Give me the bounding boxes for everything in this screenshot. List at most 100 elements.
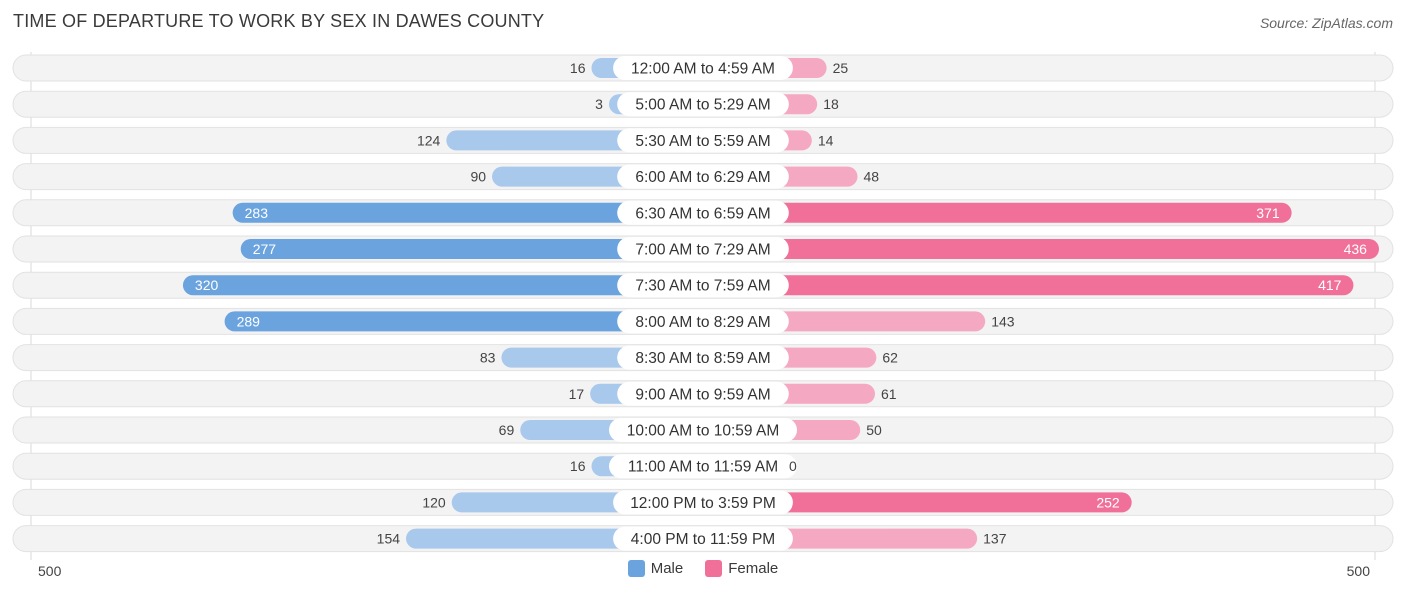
male-value-label: 124 — [417, 132, 441, 148]
legend-item-male[interactable]: Male — [627, 560, 684, 577]
legend-male-label: Male — [650, 560, 684, 577]
male-value-label: 283 — [245, 205, 269, 221]
female-value-label: 25 — [833, 60, 849, 76]
source-label: Source: ZipAtlas.com — [1259, 15, 1393, 31]
female-value-label: 62 — [882, 350, 898, 366]
category-label: 12:00 AM to 4:59 AM — [613, 56, 793, 80]
male-bar — [182, 275, 704, 296]
female-value-label: 50 — [866, 422, 882, 438]
category-label-text: 9:00 AM to 9:59 AM — [635, 386, 770, 403]
axis-left-label: 500 — [38, 563, 62, 579]
chart-row[interactable]: 12:00 PM to 3:59 PM 120 252 — [12, 488, 1394, 516]
male-value-label: 16 — [570, 458, 586, 474]
female-bar — [703, 202, 1292, 223]
chart-row[interactable]: 11:00 AM to 11:59 AM 16 0 — [12, 452, 1394, 480]
category-label-bg — [617, 128, 789, 153]
category-label: 7:00 AM to 7:29 AM — [617, 237, 789, 261]
category-label: 8:00 AM to 8:29 AM — [617, 309, 789, 334]
category-label-bg — [609, 454, 797, 479]
chart-row[interactable]: 7:00 AM to 7:29 AM 277 436 — [12, 235, 1394, 263]
male-bar — [232, 202, 703, 223]
category-label-bg — [617, 200, 789, 225]
male-value-label: 320 — [195, 277, 219, 293]
male-value-label: 289 — [237, 313, 261, 329]
category-label-bg — [617, 309, 789, 334]
axis-right-label: 500 — [1346, 563, 1370, 579]
male-value-label: 154 — [377, 531, 401, 547]
category-label: 5:30 AM to 5:59 AM — [617, 128, 789, 153]
female-value-label: 14 — [818, 132, 834, 148]
category-label-text: 5:30 AM to 5:59 AM — [635, 133, 770, 150]
category-label: 6:30 AM to 6:59 AM — [617, 200, 789, 225]
category-label-bg — [613, 56, 793, 80]
female-value-label: 137 — [983, 531, 1007, 547]
male-value-label: 3 — [595, 96, 603, 112]
female-bar — [703, 275, 1354, 296]
male-value-label: 16 — [570, 60, 586, 76]
category-label-bg — [617, 381, 789, 406]
category-label-text: 12:00 PM to 3:59 PM — [630, 495, 776, 512]
chart-row[interactable]: 7:30 AM to 7:59 AM 320 417 — [12, 271, 1394, 299]
category-label: 4:00 PM to 11:59 PM — [613, 526, 793, 551]
male-value-label: 277 — [253, 241, 277, 257]
category-label-bg — [617, 273, 789, 298]
female-value-label: 252 — [1096, 494, 1120, 510]
female-value-label: 0 — [789, 458, 797, 474]
chart-row[interactable]: 8:30 AM to 8:59 AM 83 62 — [12, 344, 1394, 372]
chart-row[interactable]: 8:00 AM to 8:29 AM 289 143 — [12, 307, 1394, 335]
female-value-label: 48 — [864, 169, 880, 185]
male-swatch-icon — [627, 560, 645, 577]
chart-row[interactable]: 6:00 AM to 6:29 AM 90 48 — [12, 163, 1394, 191]
chart-row[interactable]: 10:00 AM to 10:59 AM 69 50 — [12, 416, 1394, 444]
category-label-text: 6:30 AM to 6:59 AM — [635, 205, 770, 222]
category-label: 7:30 AM to 7:59 AM — [617, 273, 789, 298]
category-label: 12:00 PM to 3:59 PM — [613, 490, 793, 515]
male-value-label: 69 — [499, 422, 515, 438]
category-label-bg — [617, 164, 789, 189]
category-label-bg — [617, 345, 789, 370]
chart-row[interactable]: 5:00 AM to 5:29 AM 3 18 — [12, 90, 1394, 118]
category-label-text: 8:00 AM to 8:29 AM — [635, 314, 770, 331]
category-label-text: 7:30 AM to 7:59 AM — [635, 278, 770, 295]
female-value-label: 61 — [881, 386, 897, 402]
category-label-bg — [617, 92, 789, 117]
legend-female-label: Female — [728, 560, 779, 577]
category-label-bg — [613, 526, 793, 551]
female-value-label: 417 — [1318, 277, 1342, 293]
male-value-label: 83 — [480, 350, 496, 366]
chart-row[interactable]: 9:00 AM to 9:59 AM 17 61 — [12, 380, 1394, 408]
category-label-text: 6:00 AM to 6:29 AM — [635, 169, 770, 186]
category-label: 11:00 AM to 11:59 AM — [609, 454, 797, 479]
female-bar — [703, 239, 1379, 259]
category-label-text: 4:00 PM to 11:59 PM — [631, 531, 775, 548]
category-label-bg — [609, 418, 797, 442]
category-label: 5:00 AM to 5:29 AM — [617, 92, 789, 117]
chart-row[interactable]: 5:30 AM to 5:59 AM 124 14 — [12, 126, 1394, 154]
chart-title: TIME OF DEPARTURE TO WORK BY SEX IN DAWE… — [13, 11, 545, 31]
legend: Male Female — [0, 560, 1406, 577]
chart-area: 12:00 AM to 4:59 AM 16 25 5:00 AM to 5:29 A… — [12, 52, 1394, 560]
category-label-bg — [613, 490, 793, 515]
category-label: 6:00 AM to 6:29 AM — [617, 164, 789, 189]
category-label-bg — [617, 237, 789, 261]
category-label: 8:30 AM to 8:59 AM — [617, 345, 789, 370]
male-value-label: 90 — [470, 169, 486, 185]
chart-row[interactable]: 12:00 AM to 4:59 AM 16 25 — [12, 54, 1394, 82]
category-label-text: 5:00 AM to 5:29 AM — [635, 97, 770, 114]
male-value-label: 120 — [422, 494, 446, 510]
category-label: 10:00 AM to 10:59 AM — [609, 418, 797, 442]
female-value-label: 18 — [823, 96, 839, 112]
male-bar — [240, 239, 703, 259]
female-value-label: 143 — [991, 313, 1015, 329]
female-bar — [703, 492, 1132, 513]
legend-item-female[interactable]: Female — [705, 560, 778, 577]
category-label-text: 10:00 AM to 10:59 AM — [627, 423, 780, 440]
category-label-text: 8:30 AM to 8:59 AM — [635, 350, 770, 367]
category-label-text: 7:00 AM to 7:29 AM — [635, 242, 770, 259]
chart-row[interactable]: 4:00 PM to 11:59 PM 154 137 — [12, 525, 1394, 553]
category-label-text: 12:00 AM to 4:59 AM — [631, 61, 775, 78]
chart-row[interactable]: 6:30 AM to 6:59 AM 283 371 — [12, 199, 1394, 227]
category-label-text: 11:00 AM to 11:59 AM — [628, 459, 778, 476]
category-label: 9:00 AM to 9:59 AM — [617, 381, 789, 406]
male-bar — [224, 311, 704, 332]
